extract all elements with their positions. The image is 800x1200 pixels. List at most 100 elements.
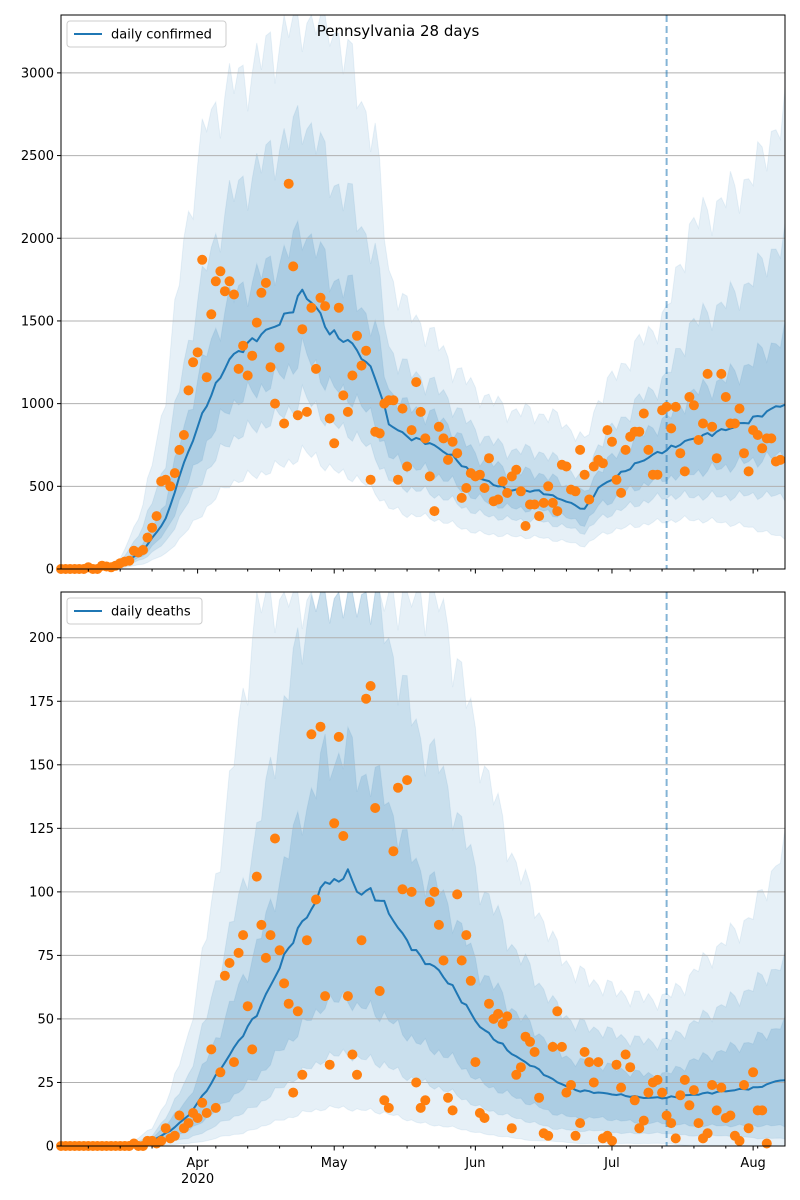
confirmed-gridlines	[61, 72, 785, 487]
deaths-xtick-label: Jul	[603, 1156, 620, 1171]
confirmed-band-middle	[61, 105, 785, 569]
confirmed-point	[561, 461, 572, 472]
deaths-point	[584, 1057, 595, 1068]
deaths-point	[201, 1108, 212, 1118]
confirmed-point	[698, 418, 708, 429]
confirmed-point	[260, 277, 271, 288]
confirmed-point	[611, 474, 622, 485]
deaths-xtick-label: Jun	[464, 1156, 485, 1171]
confirmed-point	[229, 289, 239, 300]
deaths-xtick-sublabel: 2020	[181, 1172, 214, 1187]
deaths-point	[657, 1087, 668, 1098]
confirmed-point	[420, 433, 431, 444]
deaths-point	[192, 1113, 203, 1123]
deaths-ytick-label: 150	[29, 758, 54, 773]
deaths-point	[383, 1102, 394, 1113]
deaths-point	[739, 1080, 749, 1090]
confirmed-point	[215, 266, 226, 277]
deaths-point	[693, 1118, 704, 1129]
confirmed-point	[411, 377, 422, 388]
deaths-point	[215, 1067, 226, 1078]
deaths-point	[570, 1130, 581, 1141]
deaths-point	[411, 1077, 422, 1088]
confirmed-point	[607, 436, 617, 447]
deaths-point	[452, 889, 463, 900]
deaths-point	[370, 803, 381, 813]
deaths-point	[292, 1006, 303, 1017]
confirmed-point	[456, 492, 467, 503]
deaths-band-outer	[61, 592, 785, 1146]
deaths-point	[511, 1069, 522, 1080]
confirmed-point	[511, 464, 522, 475]
deaths-point	[638, 1115, 649, 1126]
deaths-point	[515, 1062, 526, 1073]
deaths-point	[761, 1138, 772, 1149]
confirmed-ytick-label: 1500	[21, 314, 54, 329]
confirmed-point	[575, 444, 586, 455]
deaths-point	[406, 886, 417, 897]
confirmed-point	[233, 363, 244, 374]
confirmed-ytick-label: 2500	[21, 149, 54, 164]
confirmed-point	[616, 487, 627, 498]
deaths-axes-frame	[60, 591, 786, 1147]
deaths-point	[156, 1135, 167, 1146]
confirmed-point	[688, 400, 699, 411]
deaths-point	[251, 871, 262, 882]
confirmed-point	[147, 522, 158, 533]
deaths-point	[670, 1133, 681, 1144]
confirmed-point	[374, 428, 385, 439]
deaths-band-inner	[61, 725, 785, 1146]
confirmed-point	[347, 370, 358, 381]
deaths-point	[329, 818, 340, 829]
deaths-point	[429, 886, 440, 897]
confirmed-point	[452, 448, 463, 459]
confirmed-point	[256, 287, 267, 298]
confirmed-point	[206, 309, 217, 320]
deaths-point	[424, 897, 435, 907]
confirmed-point	[342, 406, 353, 417]
confirmed-point	[711, 453, 722, 464]
deaths-point	[620, 1049, 631, 1060]
deaths-legend-box	[66, 597, 203, 625]
confirmed-ytick-label: 3000	[21, 66, 54, 81]
confirmed-panel: 0 500 1000 1500 2000 2500 3000 Pennsylvania 28…	[21, 14, 786, 578]
confirmed-ytick-label: 500	[29, 480, 54, 495]
deaths-point	[707, 1080, 718, 1090]
deaths-point	[757, 1105, 768, 1116]
confirmed-point	[142, 532, 153, 543]
deaths-point	[502, 1011, 513, 1022]
confirmed-point	[247, 350, 258, 361]
deaths-point	[393, 782, 403, 793]
deaths-point	[702, 1128, 713, 1139]
deaths-point	[297, 1069, 308, 1080]
deaths-point	[465, 975, 476, 986]
confirmed-point	[138, 545, 148, 555]
deaths-point	[315, 721, 326, 732]
deaths-point	[279, 978, 290, 989]
confirmed-point	[397, 403, 408, 414]
deaths-point	[547, 1041, 558, 1052]
deaths-point	[643, 1087, 654, 1098]
deaths-y-axis: 0 25 50 75 100 125 150 175 200	[29, 631, 61, 1155]
confirmed-point	[661, 401, 672, 412]
confirmed-ytick-label: 2000	[21, 232, 54, 247]
confirmed-line	[61, 288, 785, 569]
confirmed-point	[320, 301, 331, 312]
confirmed-point	[324, 413, 335, 424]
confirmed-point	[675, 448, 686, 459]
deaths-point	[197, 1097, 208, 1108]
deaths-point	[238, 930, 249, 941]
deaths-point	[338, 831, 349, 841]
deaths-point	[529, 1047, 540, 1057]
confirmed-point	[529, 499, 540, 510]
deaths-point	[652, 1074, 663, 1085]
deaths-point	[711, 1105, 722, 1116]
deaths-point	[169, 1130, 180, 1141]
confirmed-ytick-label: 1000	[21, 397, 54, 412]
deaths-point	[183, 1118, 194, 1129]
confirmed-point	[365, 474, 376, 485]
confirmed-point	[429, 506, 440, 517]
confirmed-x-axis	[87, 569, 759, 574]
confirmed-ytick-label: 0	[46, 563, 54, 578]
